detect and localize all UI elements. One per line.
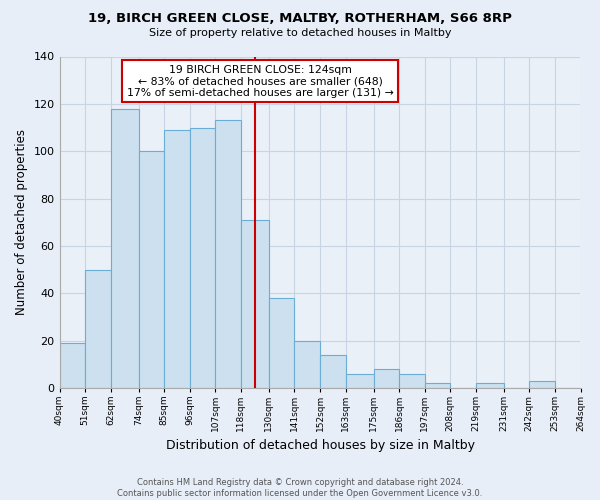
Bar [111,108,139,388]
Bar [190,128,215,388]
Text: Size of property relative to detached houses in Maltby: Size of property relative to detached ho… [149,28,451,38]
Bar [269,298,295,388]
Y-axis label: Number of detached properties: Number of detached properties [15,129,28,315]
Bar [295,340,320,388]
Bar [399,374,425,388]
Bar [215,120,241,388]
Text: 19, BIRCH GREEN CLOSE, MALTBY, ROTHERHAM, S66 8RP: 19, BIRCH GREEN CLOSE, MALTBY, ROTHERHAM… [88,12,512,26]
X-axis label: Distribution of detached houses by size in Maltby: Distribution of detached houses by size … [166,440,475,452]
Bar [529,380,555,388]
Bar [241,220,269,388]
Bar [59,343,85,388]
Bar [139,151,164,388]
Text: 19 BIRCH GREEN CLOSE: 124sqm
← 83% of detached houses are smaller (648)
17% of s: 19 BIRCH GREEN CLOSE: 124sqm ← 83% of de… [127,65,394,98]
Bar [476,383,504,388]
Bar [85,270,111,388]
Bar [425,383,450,388]
Bar [346,374,374,388]
Text: Contains HM Land Registry data © Crown copyright and database right 2024.
Contai: Contains HM Land Registry data © Crown c… [118,478,482,498]
Bar [320,354,346,388]
Bar [164,130,190,388]
Bar [374,369,399,388]
